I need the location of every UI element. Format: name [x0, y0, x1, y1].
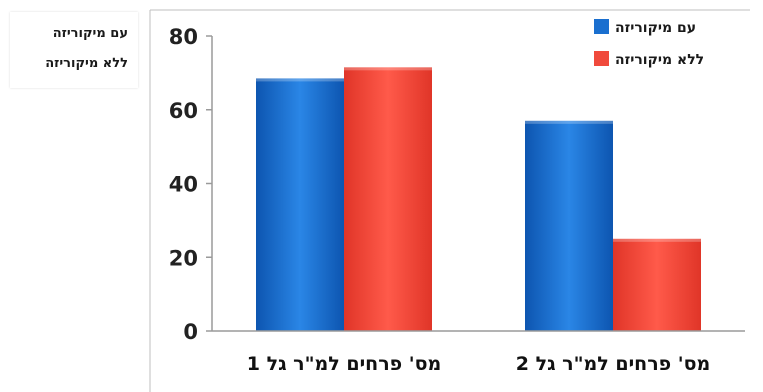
- y-tick-label: 80: [169, 25, 198, 49]
- bar-1-series-2: [344, 67, 432, 331]
- y-tick-label: 0: [183, 320, 198, 344]
- side-legend-item-without: ללא מיקוריזה: [45, 56, 128, 71]
- x-category-label: מס' פרחים למ"ר גל 2: [516, 353, 711, 375]
- y-tick-label: 60: [169, 99, 198, 123]
- bar-highlight: [525, 120, 613, 124]
- legend-label-2: ללא מיקוריזה: [615, 52, 704, 68]
- side-legend: עם מיקוריזה ללא מיקוריזה: [10, 12, 138, 88]
- legend-swatch-1: [594, 19, 609, 34]
- y-tick-label: 40: [169, 173, 198, 197]
- bar-1-series-1: [256, 78, 344, 331]
- bar-highlight: [256, 78, 344, 82]
- bar-2-series-2: [613, 238, 701, 331]
- bar-highlight: [613, 238, 701, 242]
- legend-label-1: עם מיקוריזה: [615, 20, 696, 36]
- y-tick-label: 20: [169, 246, 198, 270]
- bar-highlight: [344, 67, 432, 71]
- y-axis-ticks: 0 20 40 60 80: [169, 25, 212, 344]
- bars-group: [256, 67, 701, 331]
- side-legend-item-with: עם מיקוריזה: [52, 26, 128, 41]
- x-category-label: מס' פרחים למ"ר גל 1: [247, 353, 442, 375]
- legend-swatch-2: [594, 51, 609, 66]
- x-axis-labels: מס' פרחים למ"ר גל 1 מס' פרחים למ"ר גל 2: [247, 353, 711, 375]
- bar-2-series-1: [525, 120, 613, 331]
- chart-legend: עם מיקוריזה ללא מיקוריזה: [594, 19, 704, 68]
